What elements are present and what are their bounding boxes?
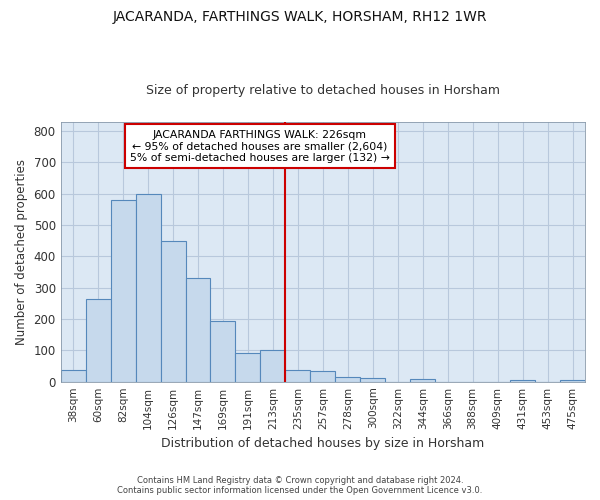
Text: JACARANDA FARTHINGS WALK: 226sqm
← 95% of detached houses are smaller (2,604)
5%: JACARANDA FARTHINGS WALK: 226sqm ← 95% o… xyxy=(130,130,390,163)
Bar xyxy=(86,298,110,382)
Title: Size of property relative to detached houses in Horsham: Size of property relative to detached ho… xyxy=(146,84,500,97)
Bar xyxy=(286,370,310,382)
Bar xyxy=(110,200,136,382)
Bar xyxy=(136,194,161,382)
Bar xyxy=(61,370,86,382)
Bar xyxy=(335,377,360,382)
Y-axis label: Number of detached properties: Number of detached properties xyxy=(15,158,28,344)
Text: Contains HM Land Registry data © Crown copyright and database right 2024.
Contai: Contains HM Land Registry data © Crown c… xyxy=(118,476,482,495)
Bar xyxy=(310,372,335,382)
Bar xyxy=(211,320,235,382)
Bar xyxy=(260,350,286,382)
Bar xyxy=(235,354,260,382)
Bar xyxy=(510,380,535,382)
Bar xyxy=(360,378,385,382)
Bar xyxy=(410,380,435,382)
Bar xyxy=(161,241,185,382)
Bar xyxy=(185,278,211,382)
Bar xyxy=(560,380,585,382)
Text: JACARANDA, FARTHINGS WALK, HORSHAM, RH12 1WR: JACARANDA, FARTHINGS WALK, HORSHAM, RH12… xyxy=(113,10,487,24)
X-axis label: Distribution of detached houses by size in Horsham: Distribution of detached houses by size … xyxy=(161,437,484,450)
